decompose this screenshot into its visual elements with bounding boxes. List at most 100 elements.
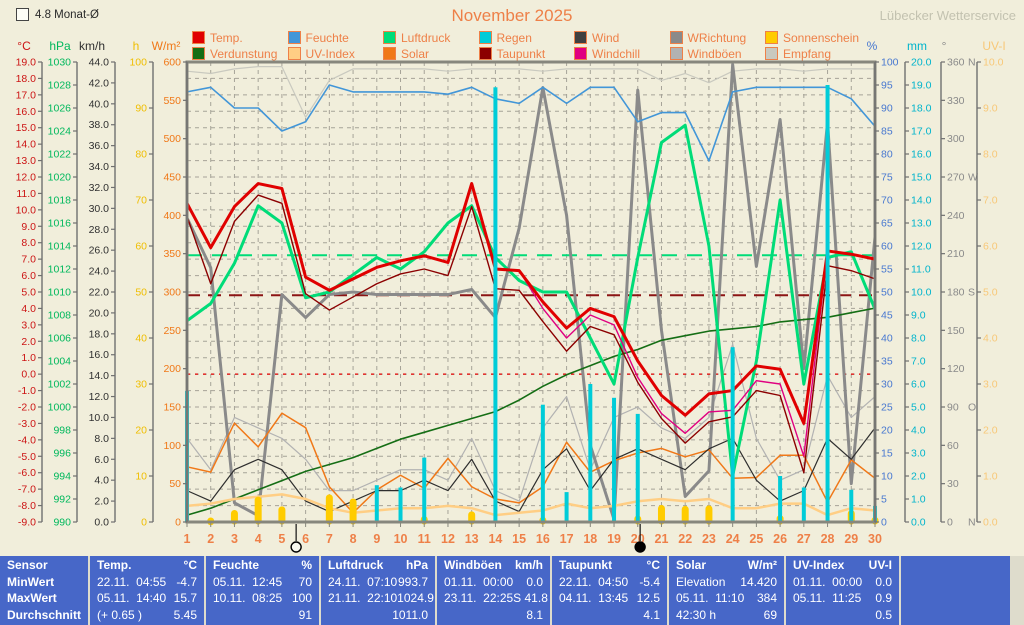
svg-text:0.0: 0.0 — [21, 369, 36, 381]
svg-text:29: 29 — [844, 532, 858, 546]
svg-text:15.0: 15.0 — [16, 122, 37, 134]
table-row: 22.11. 04:55 -4.7 — [97, 574, 197, 589]
svg-text:20.0: 20.0 — [89, 307, 110, 319]
svg-text:-2.0: -2.0 — [18, 402, 36, 414]
svg-text:9.0: 9.0 — [21, 221, 36, 233]
svg-text:32.0: 32.0 — [89, 182, 110, 194]
svg-text:N: N — [968, 517, 976, 529]
svg-text:36.0: 36.0 — [89, 140, 110, 152]
svg-text:65: 65 — [881, 218, 893, 230]
svg-text:10: 10 — [394, 532, 408, 546]
legend-swatch-icon — [765, 31, 778, 44]
svg-text:35: 35 — [881, 356, 893, 368]
table-row: 21.11. 22:10 1024.9 — [328, 591, 434, 606]
table-col-taupunkt: Taupunkt °C 22.11. 04:50 -5.4 04.11. 13:45 12… — [552, 556, 667, 625]
table-row-label: Sensor — [7, 558, 48, 573]
axis-pct: 0 5 10 15 20 25 30 35 40 45 50 55 60 65 70 75 80 85 90 95 10… — [874, 57, 899, 529]
svg-text:16.0: 16.0 — [89, 349, 110, 361]
table-row: 10.11. 08:25 100 — [213, 591, 312, 606]
svg-text:300: 300 — [163, 287, 181, 299]
svg-text:12.0: 12.0 — [89, 391, 110, 403]
legend-item-empfang[interactable]: Empfang — [765, 46, 861, 61]
table-row-label: Durchschnitt — [7, 607, 82, 622]
svg-text:85: 85 — [881, 126, 893, 138]
svg-text:2: 2 — [207, 532, 214, 546]
legend-item-verdunstung[interactable]: Verdunstung — [192, 46, 288, 61]
legend-item-solar[interactable]: Solar — [383, 46, 479, 61]
series-empfang — [186, 65, 875, 118]
svg-text:23: 23 — [702, 532, 716, 546]
table-row: 1011.0 — [392, 607, 428, 622]
svg-text:1002: 1002 — [48, 379, 72, 391]
legend-item-taupunkt[interactable]: Taupunkt — [478, 46, 575, 61]
legend-label: Empfang — [783, 46, 832, 61]
svg-text:18: 18 — [583, 532, 597, 546]
svg-text:270: 270 — [947, 172, 965, 184]
svg-text:70: 70 — [135, 195, 147, 207]
svg-text:3.0: 3.0 — [983, 379, 998, 391]
svg-text:240: 240 — [947, 210, 965, 222]
table-header: UV-Index UV-I — [793, 558, 892, 573]
svg-text:4.0: 4.0 — [21, 303, 36, 315]
svg-text:8.0: 8.0 — [983, 149, 998, 161]
legend-label: WRichtung — [687, 30, 747, 45]
legend-item-regen[interactable]: Regen — [478, 30, 575, 45]
chart-legend: Temp. Feuchte Luftdruck Regen Wind WRichtung S… — [192, 30, 861, 61]
legend-item-windb-en[interactable]: Windböen — [669, 46, 766, 61]
legend-label: Luftdruck — [401, 30, 451, 45]
legend-item-wrichtung[interactable]: WRichtung — [669, 30, 766, 45]
svg-text:1010: 1010 — [48, 287, 72, 299]
legend-item-uv-index[interactable]: UV-Index — [287, 46, 384, 61]
axis-unit-uv: UV-I — [982, 39, 1006, 53]
svg-text:30.0: 30.0 — [89, 203, 110, 215]
svg-text:60: 60 — [947, 440, 959, 452]
svg-text:13: 13 — [465, 532, 479, 546]
svg-text:0: 0 — [175, 517, 181, 529]
svg-text:90: 90 — [881, 103, 893, 115]
svg-text:60: 60 — [135, 241, 147, 253]
svg-text:996: 996 — [53, 448, 71, 460]
series-uv-index — [186, 493, 876, 517]
axis-unit-kmh: km/h — [78, 39, 106, 53]
svg-text:3: 3 — [231, 532, 238, 546]
svg-text:28: 28 — [821, 532, 835, 546]
legend-item-sonnenschein[interactable]: Sonnenschein — [765, 30, 861, 45]
legend-item-windchill[interactable]: Windchill — [574, 46, 670, 61]
monthly-average-toggle[interactable]: 4.8 Monat-Ø — [16, 8, 99, 21]
legend-swatch-icon — [192, 47, 205, 60]
svg-text:14.0: 14.0 — [89, 370, 110, 382]
svg-text:7.0: 7.0 — [911, 356, 926, 368]
svg-text:1008: 1008 — [48, 310, 72, 322]
reference-lines — [187, 254, 875, 375]
legend-item-wind[interactable]: Wind — [574, 30, 670, 45]
svg-text:120: 120 — [947, 363, 965, 375]
axis-C: -9.0 -8.0 -7.0 -6.0 -5.0 -4.0 -3.0 -2.0 -1.0 0.0 1… — [16, 57, 43, 529]
svg-text:250: 250 — [163, 325, 181, 337]
table-col-windb-en: Windböen km/h 01.11. 00:00 0.0 23.11. 22:25 S… — [437, 556, 550, 625]
legend-swatch-icon — [383, 47, 396, 60]
svg-text:10.0: 10.0 — [911, 287, 932, 299]
legend-item-feuchte[interactable]: Feuchte — [287, 30, 384, 45]
svg-text:4.0: 4.0 — [983, 333, 998, 345]
table-row: 22.11. 04:50 -5.4 — [559, 574, 660, 589]
page-title: November 2025 — [451, 6, 573, 25]
svg-text:6.0: 6.0 — [911, 379, 926, 391]
legend-label: Feuchte — [305, 30, 349, 45]
svg-text:70: 70 — [881, 195, 893, 207]
svg-text:-5.0: -5.0 — [18, 451, 36, 463]
svg-text:10.0: 10.0 — [16, 204, 37, 216]
svg-text:20: 20 — [135, 425, 147, 437]
axis-unit-deg: ° — [941, 39, 947, 53]
legend-swatch-icon — [192, 31, 205, 44]
svg-text:5: 5 — [881, 494, 887, 506]
svg-text:400: 400 — [163, 210, 181, 222]
legend-item-luftdruck[interactable]: Luftdruck — [383, 30, 479, 45]
legend-item-temp-[interactable]: Temp. — [192, 30, 288, 45]
svg-text:5: 5 — [278, 532, 285, 546]
legend-label: Solar — [401, 46, 430, 61]
svg-text:10: 10 — [881, 471, 893, 483]
checkbox-icon[interactable] — [16, 8, 29, 21]
table-row: 42:30 h 69 — [676, 607, 777, 622]
table-row: 05.11. 14:40 15.7 — [97, 591, 197, 606]
svg-text:15: 15 — [881, 448, 893, 460]
